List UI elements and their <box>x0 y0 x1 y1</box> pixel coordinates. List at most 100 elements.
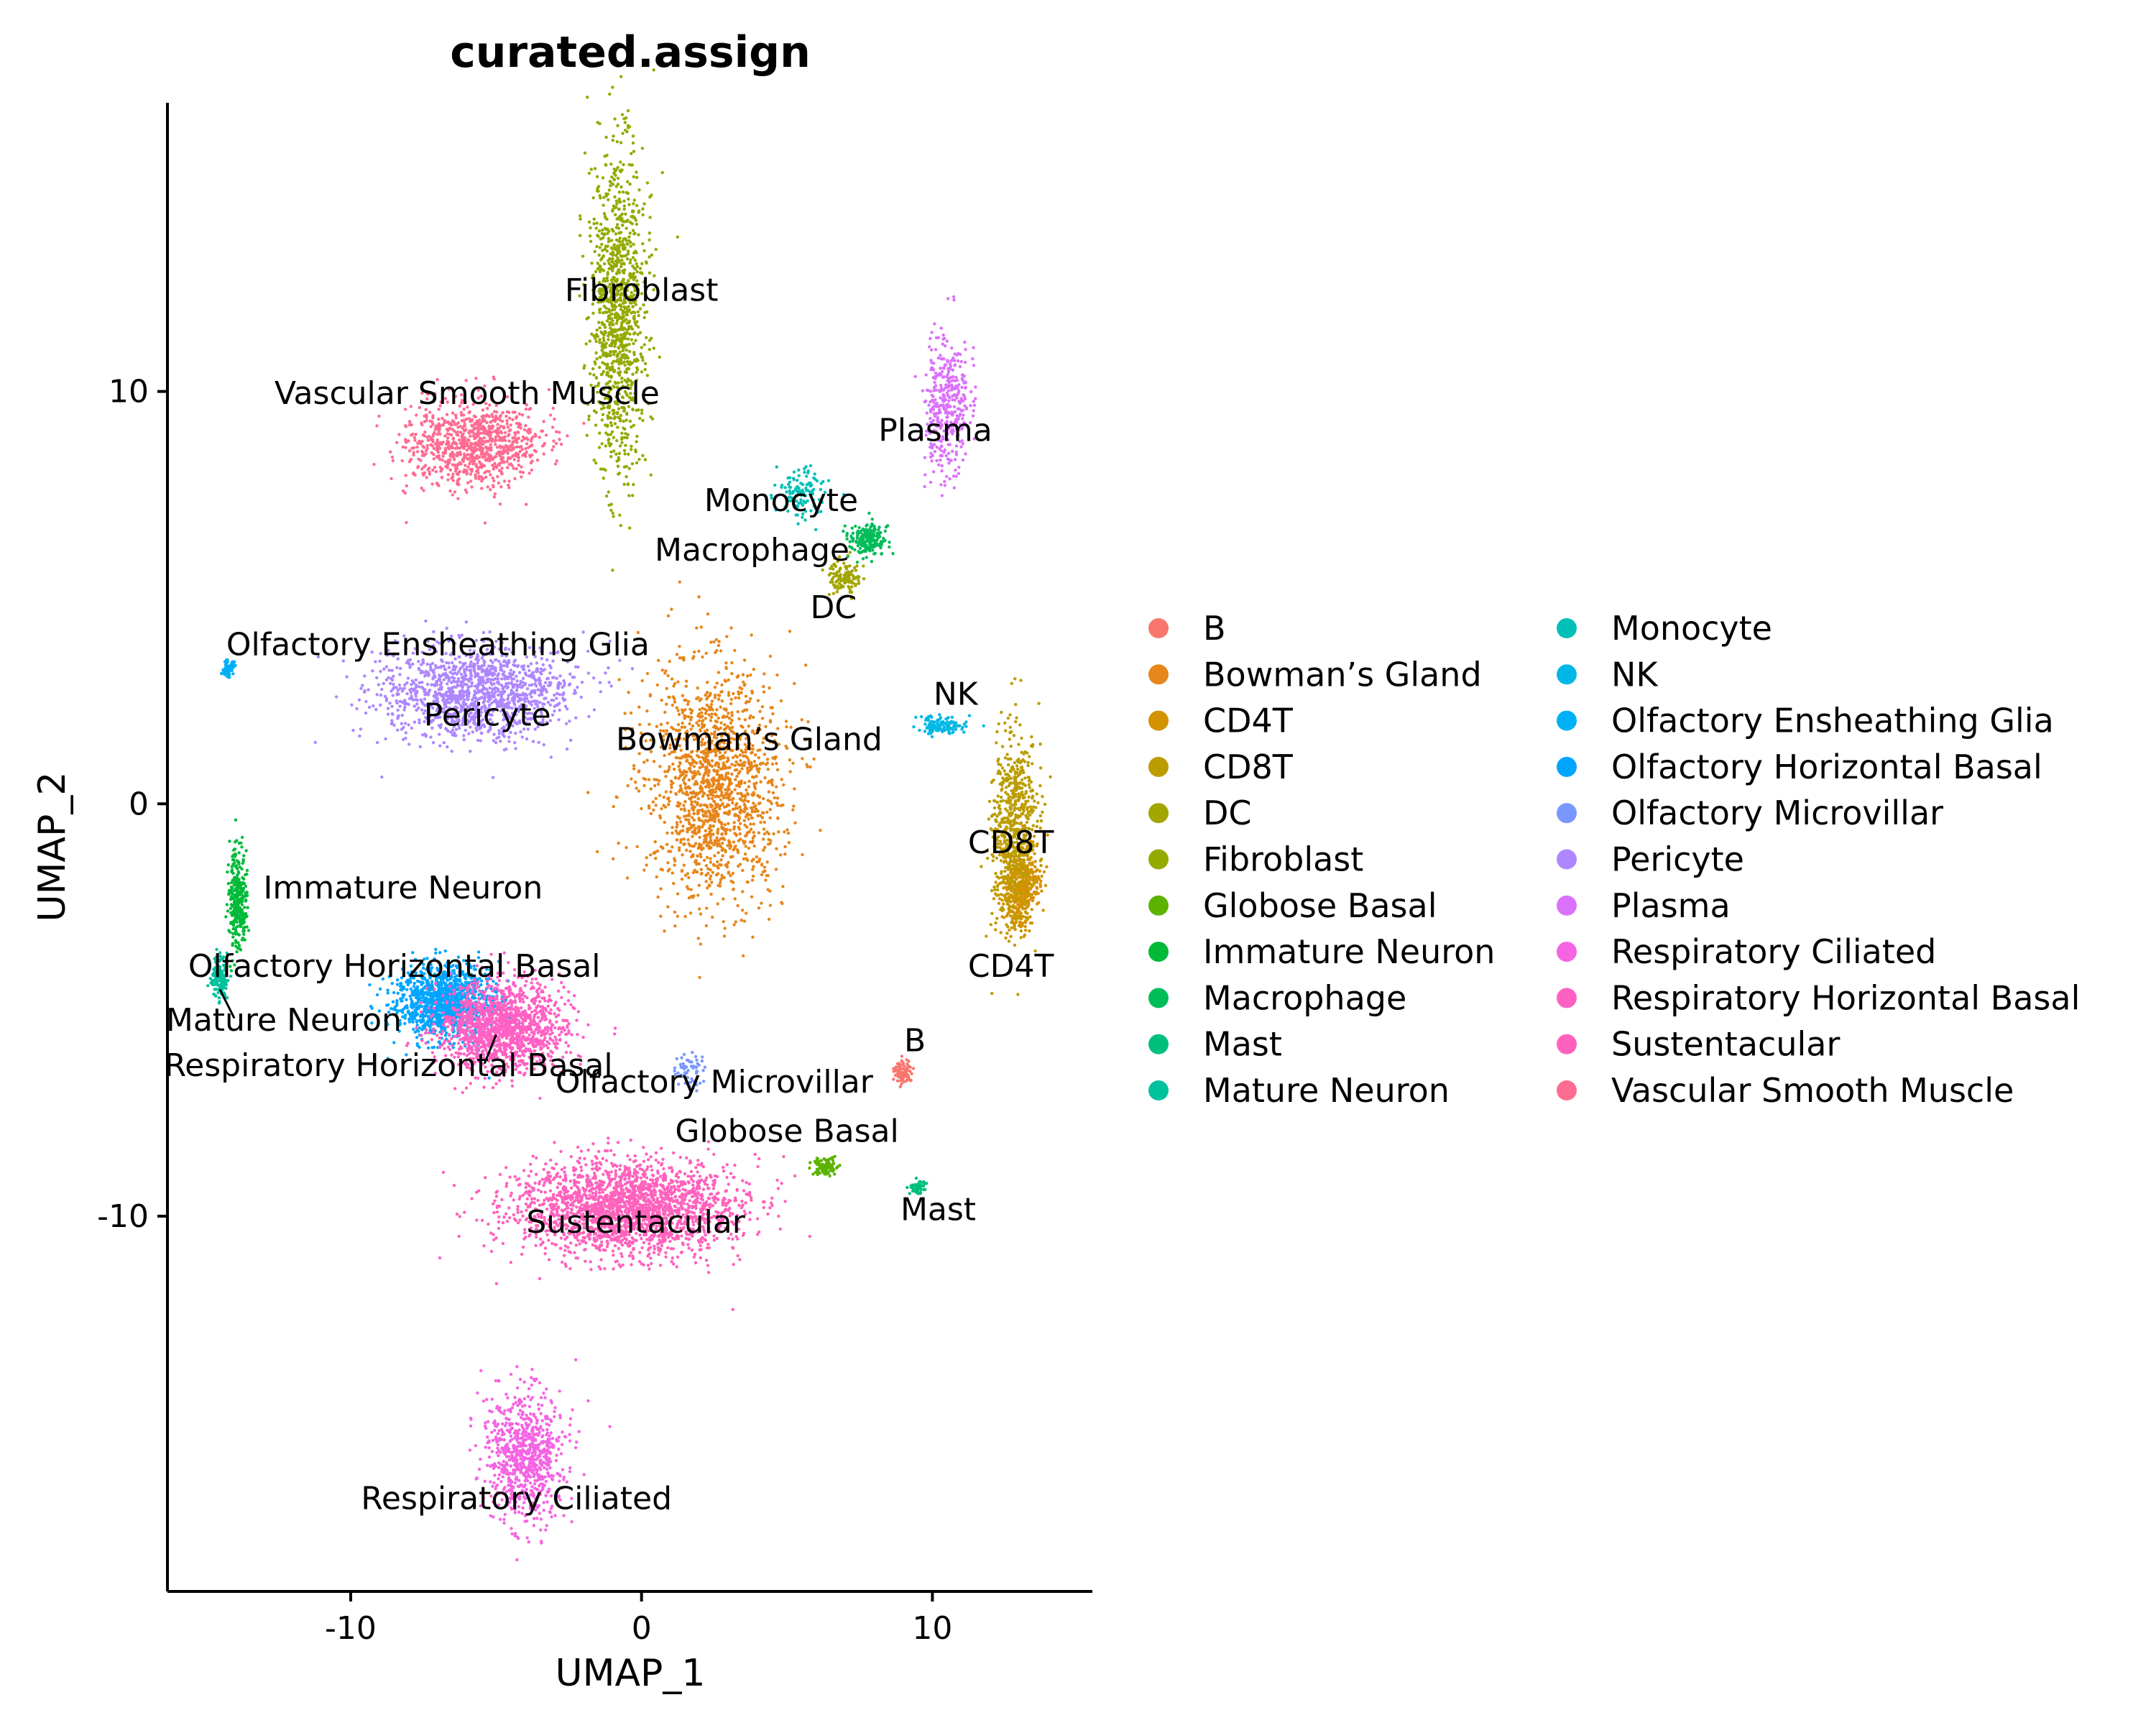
data-point <box>637 458 641 461</box>
data-point <box>882 539 886 543</box>
data-point <box>676 823 679 827</box>
data-point <box>752 668 756 671</box>
data-point <box>710 712 714 716</box>
data-point <box>1023 910 1028 914</box>
data-point <box>605 311 609 314</box>
data-point <box>691 771 694 775</box>
data-point <box>604 444 607 448</box>
data-point <box>1013 871 1018 876</box>
data-point <box>614 199 619 203</box>
data-point <box>945 727 949 731</box>
data-point <box>625 464 628 469</box>
data-point <box>233 889 236 893</box>
cluster-b <box>892 1054 916 1089</box>
data-point <box>677 712 681 717</box>
data-point <box>597 229 602 233</box>
data-point <box>235 878 239 881</box>
data-point <box>819 1159 824 1162</box>
data-point <box>690 715 694 720</box>
data-point <box>689 826 693 829</box>
data-point <box>666 674 670 678</box>
data-point <box>702 773 706 777</box>
data-point <box>814 1161 818 1165</box>
data-point <box>619 344 622 347</box>
data-point <box>1032 881 1036 885</box>
data-point <box>618 250 622 254</box>
data-point <box>645 671 650 676</box>
data-point <box>600 321 604 324</box>
data-point <box>628 183 632 186</box>
data-point <box>674 829 678 833</box>
data-point <box>1008 725 1013 729</box>
data-point <box>700 871 704 876</box>
data-point <box>1015 917 1018 921</box>
data-point <box>705 703 709 707</box>
data-point <box>752 830 755 835</box>
data-point <box>688 814 691 818</box>
data-point <box>229 921 233 924</box>
data-point <box>1023 929 1028 932</box>
data-point <box>595 357 599 361</box>
data-point <box>626 783 630 788</box>
data-point <box>997 762 1000 766</box>
data-point <box>629 244 632 248</box>
data-point <box>671 703 674 707</box>
data-point <box>660 170 664 175</box>
data-point <box>231 943 234 947</box>
data-point <box>716 832 719 835</box>
data-point <box>1006 793 1010 796</box>
data-point <box>1033 892 1038 896</box>
data-point <box>642 868 646 872</box>
data-point <box>231 932 235 936</box>
data-point <box>732 796 735 801</box>
data-point <box>781 885 785 888</box>
data-point <box>594 351 598 355</box>
cluster-fibroblast <box>578 68 679 572</box>
data-point <box>1015 899 1019 903</box>
data-point <box>240 867 244 871</box>
data-point <box>867 530 871 534</box>
data-point <box>691 816 694 819</box>
data-point <box>625 328 629 332</box>
data-point <box>1004 799 1008 803</box>
data-point <box>1010 878 1014 882</box>
data-point <box>594 336 597 340</box>
data-point <box>687 715 691 719</box>
data-point <box>604 216 607 220</box>
data-point <box>658 355 661 359</box>
data-point <box>717 640 721 643</box>
data-point <box>715 773 719 776</box>
data-point <box>862 564 865 568</box>
data-point <box>1020 736 1023 740</box>
data-point <box>699 868 703 871</box>
data-point <box>987 799 992 804</box>
data-point <box>745 766 750 770</box>
data-point <box>722 796 726 800</box>
data-point <box>1006 819 1010 823</box>
data-point <box>1039 879 1043 883</box>
data-point <box>1012 914 1015 918</box>
data-point <box>692 894 696 898</box>
data-point <box>1020 812 1023 816</box>
data-point <box>752 865 755 868</box>
data-point <box>793 821 797 825</box>
data-point <box>597 253 601 257</box>
data-point <box>615 202 619 206</box>
data-point <box>700 808 704 812</box>
data-point <box>821 1171 826 1175</box>
data-point <box>1017 792 1021 796</box>
data-point <box>1007 939 1011 943</box>
data-point <box>673 700 677 704</box>
data-point <box>717 827 720 831</box>
data-point <box>625 130 629 134</box>
data-point <box>643 458 648 461</box>
data-point <box>657 779 661 783</box>
data-point <box>763 832 767 836</box>
data-point <box>629 326 633 329</box>
data-point <box>833 584 837 587</box>
data-point <box>755 767 759 771</box>
data-point <box>677 765 681 768</box>
data-point <box>579 214 582 218</box>
data-point <box>724 666 728 669</box>
data-point <box>671 831 674 835</box>
